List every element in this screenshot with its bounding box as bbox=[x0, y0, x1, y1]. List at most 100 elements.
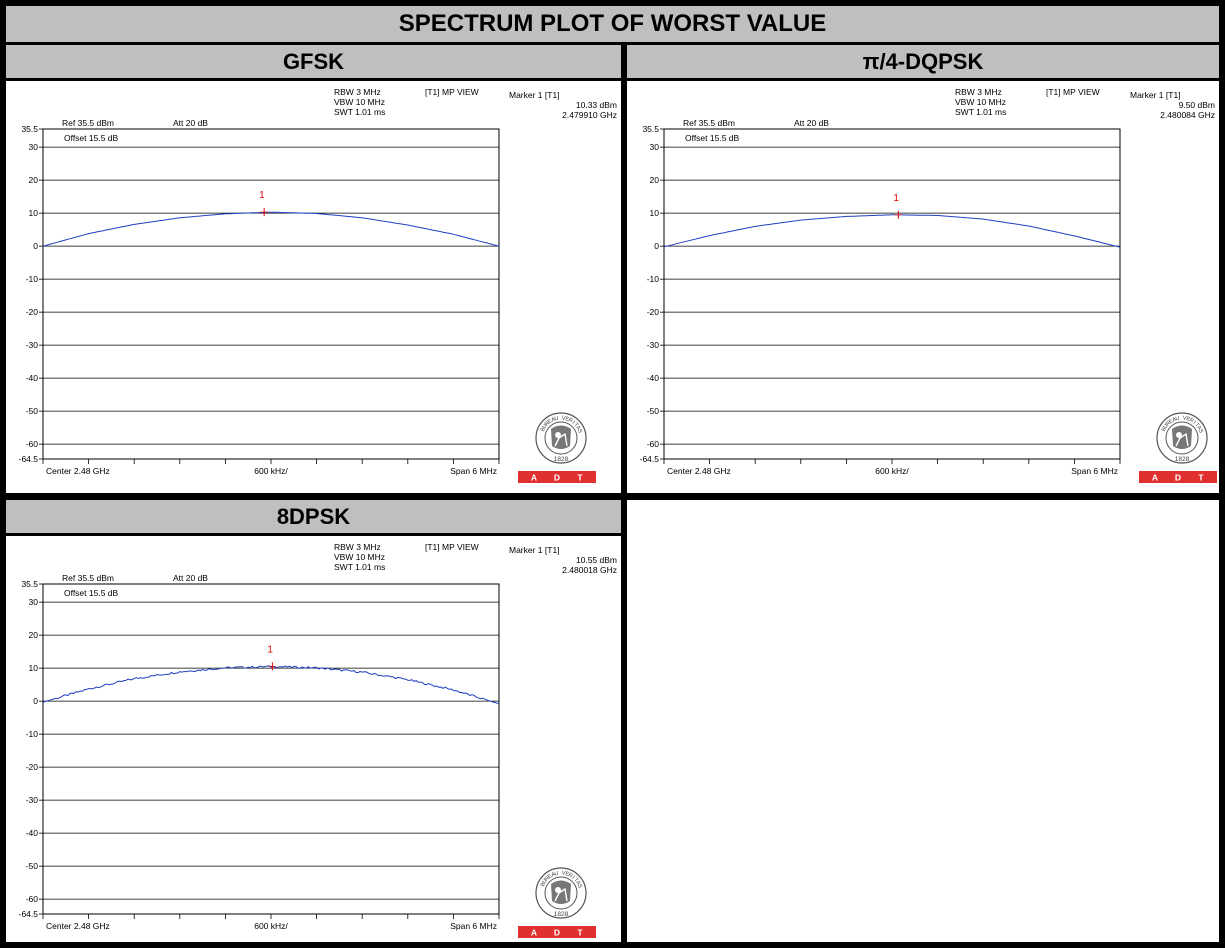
y-tick-label: 10 bbox=[29, 208, 39, 218]
logo-ring-letter: I bbox=[571, 875, 576, 881]
logo-ring-letter: R bbox=[567, 417, 573, 424]
vbw-label: VBW 10 MHz bbox=[955, 97, 1006, 107]
logo-ring-letter: U bbox=[1175, 416, 1180, 423]
logo-ring-letter: A bbox=[550, 871, 556, 878]
logo-year: 1828 bbox=[554, 456, 569, 463]
panel-title-gfsk: GFSK bbox=[6, 45, 621, 78]
logo-ring-letter: U bbox=[542, 423, 549, 430]
logo-ring-letter: U bbox=[554, 416, 559, 423]
marker-freq: 2.480018 GHz bbox=[562, 565, 617, 575]
logo-ring-letter: T bbox=[1193, 422, 1200, 429]
swt-label: SWT 1.01 ms bbox=[334, 107, 385, 117]
logo-ring-letter: A bbox=[1195, 425, 1202, 431]
ref-level-label: Ref 35.5 dBm bbox=[62, 573, 114, 583]
logo-ring-letter: R bbox=[544, 420, 551, 427]
plot-frame bbox=[42, 128, 500, 460]
y-tick-label: -50 bbox=[26, 861, 39, 871]
adt-letter: A bbox=[531, 928, 537, 938]
chart-panel-pi4dqpsk: RBW 3 MHz VBW 10 MHz SWT 1.01 ms [T1] MP VI… bbox=[627, 81, 1219, 493]
logo-ring-letter: E bbox=[547, 418, 554, 425]
marker-level: 10.55 dBm bbox=[576, 555, 617, 565]
y-tick-label: -30 bbox=[647, 340, 660, 350]
view-label: [T1] MP VIEW bbox=[425, 87, 479, 97]
logo-ring-letter: R bbox=[567, 872, 573, 879]
view-label: [T1] MP VIEW bbox=[1046, 87, 1100, 97]
y-tick-label: -50 bbox=[647, 406, 660, 416]
y-tick-label: 0 bbox=[654, 241, 659, 251]
y-tick-label: 30 bbox=[29, 142, 39, 152]
logo-year: 1828 bbox=[554, 911, 569, 918]
view-label: [T1] MP VIEW bbox=[425, 542, 479, 552]
marker-title: Marker 1 [T1] bbox=[1130, 90, 1181, 100]
x-label-division: 600 kHz/ bbox=[254, 921, 288, 931]
logo-ring-letter: I bbox=[1192, 420, 1197, 426]
logo-figure-head bbox=[1176, 432, 1182, 438]
logo-ring-letter: U bbox=[1163, 423, 1170, 430]
x-label-center: Center 2.48 GHz bbox=[46, 466, 110, 476]
marker-number: 1 bbox=[259, 190, 265, 201]
logo-ring-letter: U bbox=[542, 878, 549, 885]
y-tick-label: -60 bbox=[647, 439, 660, 449]
logo-ring-letter: A bbox=[574, 880, 581, 886]
vbw-label: VBW 10 MHz bbox=[334, 552, 385, 562]
rbw-label: RBW 3 MHz bbox=[334, 87, 381, 97]
attenuation-label: Att 20 dB bbox=[794, 118, 829, 128]
swt-label: SWT 1.01 ms bbox=[334, 562, 385, 572]
rbw-label: RBW 3 MHz bbox=[955, 87, 1002, 97]
y-tick-label: 20 bbox=[29, 175, 39, 185]
logo-ring-letter: B bbox=[540, 426, 547, 432]
y-tick-label: 35.5 bbox=[21, 124, 38, 134]
y-tick-label: 30 bbox=[29, 597, 39, 607]
x-label-division: 600 kHz/ bbox=[875, 466, 909, 476]
chart-panel-gfsk: RBW 3 MHz VBW 10 MHz SWT 1.01 ms [T1] MP VI… bbox=[6, 81, 621, 493]
swt-label: SWT 1.01 ms bbox=[955, 107, 1006, 117]
adt-bar bbox=[518, 471, 596, 483]
y-tick-label: 0 bbox=[33, 696, 38, 706]
plot-frame bbox=[42, 583, 500, 915]
logo-ring-letter: S bbox=[576, 429, 583, 435]
logo-ring-letter: A bbox=[550, 416, 556, 423]
logo-figure-head bbox=[555, 432, 561, 438]
logo-ring-letter: R bbox=[1165, 420, 1172, 427]
y-tick-label: -10 bbox=[26, 729, 39, 739]
logo-ring-letter: V bbox=[561, 870, 566, 876]
marker-title: Marker 1 [T1] bbox=[509, 545, 560, 555]
marker-level: 9.50 dBm bbox=[1179, 100, 1215, 110]
logo-ring-letter: A bbox=[1171, 416, 1177, 423]
y-tick-label: 10 bbox=[650, 208, 660, 218]
adt-bar bbox=[1139, 471, 1217, 483]
x-label-span: Span 6 MHz bbox=[450, 921, 497, 931]
logo-ring-letter: E bbox=[547, 873, 554, 880]
adt-bar bbox=[518, 926, 596, 938]
y-tick-label: 0 bbox=[33, 241, 38, 251]
marker-freq: 2.479910 GHz bbox=[562, 110, 617, 120]
plot-frame bbox=[663, 128, 1121, 460]
ref-level-label: Ref 35.5 dBm bbox=[62, 118, 114, 128]
logo-ring-letter: E bbox=[1168, 418, 1175, 425]
y-tick-label: 10 bbox=[29, 663, 39, 673]
adt-letter: T bbox=[1198, 473, 1204, 483]
adt-letter: A bbox=[531, 473, 537, 483]
panel-title-pi4dqpsk: π/4-DQPSK bbox=[627, 45, 1219, 78]
y-tick-label: -20 bbox=[26, 762, 39, 772]
vbw-label: VBW 10 MHz bbox=[334, 97, 385, 107]
x-label-span: Span 6 MHz bbox=[450, 466, 497, 476]
y-tick-label: 20 bbox=[29, 630, 39, 640]
logo-ring-letter: V bbox=[1182, 415, 1187, 421]
x-label-span: Span 6 MHz bbox=[1071, 466, 1118, 476]
trace-line bbox=[663, 214, 1121, 248]
logo-ring-letter: B bbox=[540, 881, 547, 887]
logo-ring-letter: T bbox=[572, 422, 579, 429]
logo-ring-letter: E bbox=[1185, 416, 1191, 423]
panel-title-8dpsk: 8DPSK bbox=[6, 500, 621, 533]
marker-title: Marker 1 [T1] bbox=[509, 90, 560, 100]
logo-ring-letter: A bbox=[574, 425, 581, 431]
adt-letter: D bbox=[1175, 473, 1181, 483]
y-tick-label: -20 bbox=[26, 307, 39, 317]
y-tick-label: -40 bbox=[26, 828, 39, 838]
